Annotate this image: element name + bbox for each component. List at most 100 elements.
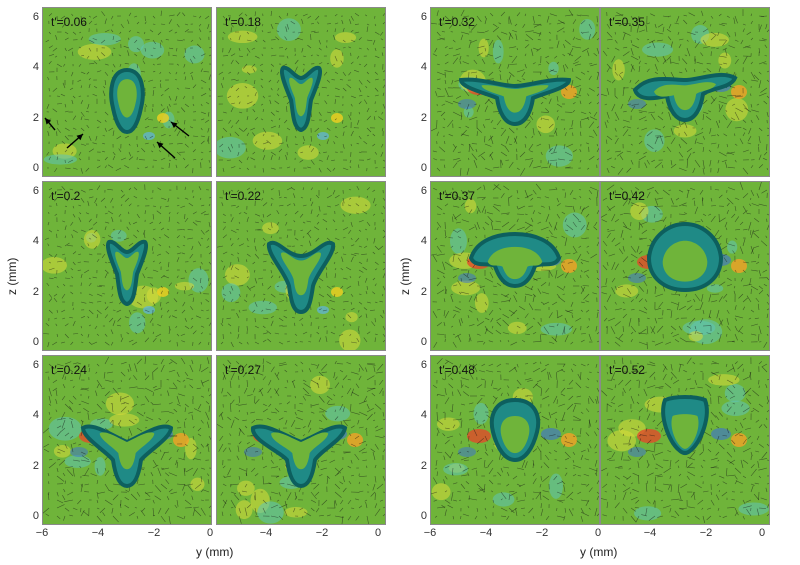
velocity-vector: [246, 23, 250, 26]
field-panel: t′=0.2: [42, 181, 212, 351]
velocity-vector: [689, 187, 696, 191]
velocity-vector: [452, 314, 456, 319]
velocity-vector: [750, 165, 754, 169]
velocity-vector: [230, 79, 236, 81]
velocity-vector: [508, 15, 512, 25]
velocity-vector: [758, 154, 762, 161]
velocity-vector: [739, 221, 744, 226]
velocity-vector: [588, 467, 598, 472]
velocity-vector: [441, 378, 446, 381]
velocity-vector: [228, 119, 232, 124]
velocity-vector: [706, 332, 712, 335]
velocity-vector: [460, 189, 465, 195]
velocity-vector: [259, 389, 264, 397]
velocity-vector: [326, 475, 331, 479]
velocity-vector: [238, 427, 245, 435]
velocity-vector: [436, 333, 445, 335]
velocity-vector: [106, 371, 114, 374]
vorticity-blob: [458, 447, 476, 457]
velocity-vector: [258, 387, 264, 393]
velocity-vector: [326, 62, 329, 65]
velocity-vector: [208, 282, 211, 287]
velocity-vector: [254, 325, 259, 329]
velocity-vector: [160, 103, 163, 107]
velocity-vector: [564, 334, 569, 343]
velocity-vector: [96, 285, 102, 287]
velocity-vector: [638, 65, 641, 73]
vorticity-blob: [330, 49, 344, 68]
velocity-vector: [80, 316, 86, 319]
velocity-vector: [614, 14, 624, 17]
velocity-vector: [614, 189, 617, 194]
velocity-vector: [516, 226, 525, 231]
velocity-vector: [87, 316, 90, 319]
velocity-vector: [379, 499, 384, 502]
velocity-vector: [500, 498, 503, 501]
velocity-vector: [630, 221, 632, 227]
velocity-vector: [158, 261, 162, 264]
velocity-vector: [168, 95, 172, 101]
velocity-vector: [508, 224, 516, 231]
velocity-vector: [550, 151, 558, 154]
velocity-vector: [503, 185, 510, 191]
velocity-vector: [524, 323, 529, 327]
velocity-vector: [62, 495, 66, 501]
velocity-vector: [444, 189, 449, 199]
velocity-vector: [182, 95, 186, 100]
velocity-vector: [742, 193, 749, 199]
velocity-vector: [643, 388, 648, 397]
velocity-vector: [710, 419, 714, 425]
velocity-vector: [640, 205, 648, 207]
velocity-vector: [160, 205, 162, 209]
velocity-vector: [484, 451, 489, 456]
velocity-vector: [302, 221, 306, 224]
velocity-vector: [222, 298, 226, 303]
velocity-vector: [723, 257, 728, 263]
velocity-vector: [485, 328, 494, 335]
velocity-vector: [359, 475, 368, 477]
velocity-vector: [508, 55, 513, 57]
velocity-vector: [595, 419, 598, 423]
velocity-vector: [683, 14, 688, 17]
velocity-vector: [318, 293, 325, 298]
velocity-vector: [48, 261, 52, 264]
velocity-vector: [444, 310, 450, 319]
velocity-vector: [286, 55, 289, 59]
velocity-vector: [706, 63, 712, 65]
velocity-vector: [468, 498, 478, 501]
velocity-vector: [596, 126, 599, 129]
velocity-vector: [508, 71, 515, 77]
velocity-vector: [136, 150, 140, 153]
velocity-vector: [481, 155, 486, 161]
velocity-vector: [120, 503, 122, 509]
velocity-vector: [222, 189, 225, 195]
velocity-vector: [766, 95, 769, 99]
velocity-vector: [670, 293, 680, 296]
velocity-vector: [190, 306, 194, 311]
velocity-vector: [502, 332, 510, 335]
velocity-vector: [294, 127, 298, 132]
velocity-vector: [596, 37, 599, 41]
velocity-vector: [278, 341, 284, 345]
velocity-vector: [104, 391, 110, 397]
velocity-vector: [230, 59, 234, 65]
velocity-vector: [632, 370, 640, 373]
velocity-vector: [182, 301, 186, 307]
velocity-vector: [431, 22, 438, 25]
velocity-vector: [269, 99, 272, 105]
velocity-vector: [476, 397, 483, 405]
velocity-vector: [61, 186, 66, 191]
velocity-vector: [500, 11, 506, 17]
velocity-vector: [365, 501, 368, 509]
velocity-vector: [508, 490, 515, 493]
velocity-vector: [535, 183, 542, 191]
velocity-vector: [471, 467, 478, 470]
velocity-vector: [372, 291, 376, 295]
velocity-vector: [56, 459, 61, 461]
velocity-vector: [588, 135, 594, 138]
velocity-vector: [434, 47, 438, 53]
velocity-vector: [381, 52, 384, 57]
velocity-vector: [200, 475, 203, 483]
field-panel: t′=0.37: [430, 181, 600, 351]
velocity-vector: [200, 489, 204, 493]
